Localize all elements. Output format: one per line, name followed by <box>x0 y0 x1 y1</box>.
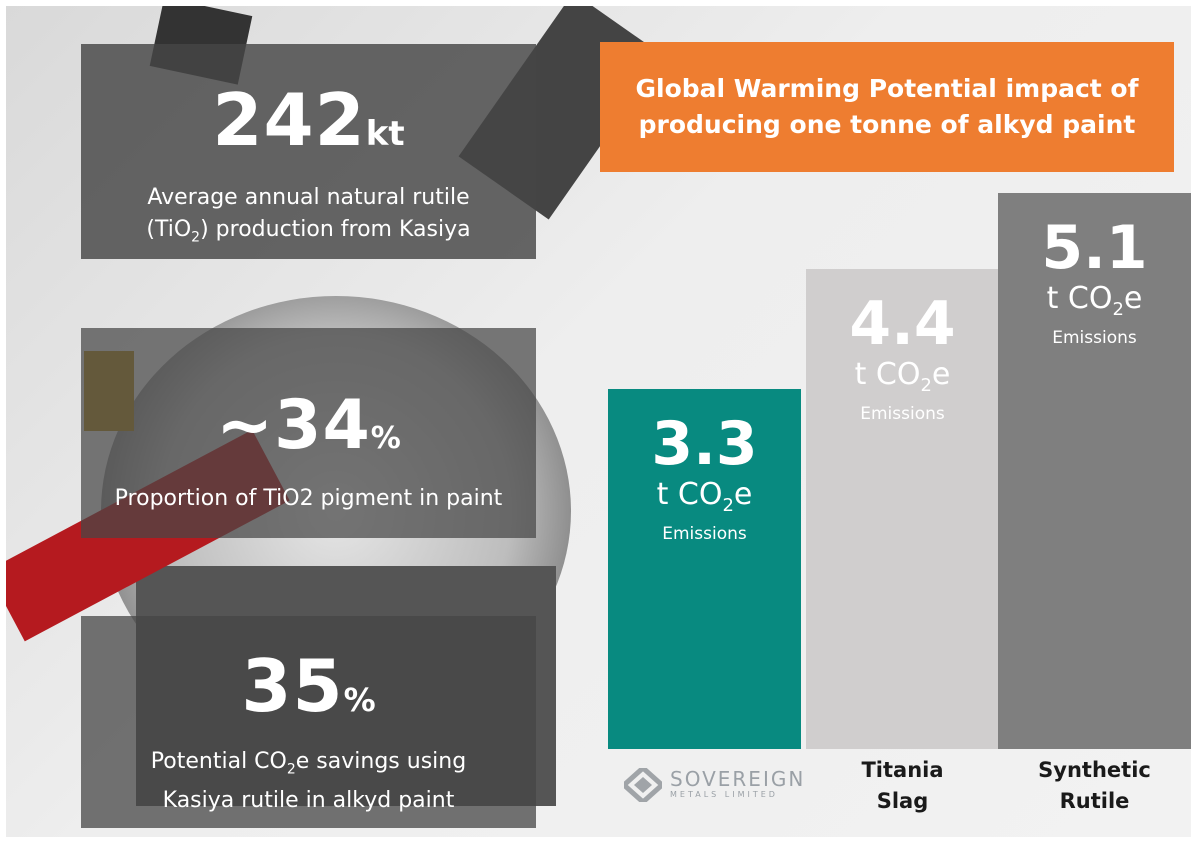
chart-title: Global Warming Potential impact of produ… <box>600 42 1174 172</box>
stat-rutile-unit: kt <box>365 114 405 154</box>
stat-savings-line1: Potential CO2e savings using <box>81 746 536 785</box>
sovereign-logo: SOVEREIGN METALS LIMITED <box>624 768 805 802</box>
stat-rutile-line2-start: (TiO <box>146 217 192 242</box>
stat-savings: 35% Potential CO2e savings using Kasiya … <box>81 646 536 817</box>
bar-label-1: 4.4 t CO2e Emissions <box>806 291 999 424</box>
stat-savings-unit: % <box>343 681 376 719</box>
sovereign-diamond-icon <box>624 768 662 802</box>
stat-rutile-line2-sub: 2 <box>191 229 201 246</box>
bar-emissions-0: Emissions <box>662 524 747 544</box>
stat-rutile: 242kt Average annual natural rutile (TiO… <box>81 78 536 253</box>
bar-label-2: 5.1 t CO2e Emissions <box>998 215 1191 348</box>
bar-0 <box>608 389 801 749</box>
stat-rutile-line2-end: ) production from Kasiya <box>200 217 471 242</box>
stat-savings-line1-start: Potential CO <box>150 749 287 774</box>
stat-box-savings <box>81 616 536 828</box>
stat-savings-line1-sub: 2 <box>286 761 296 778</box>
stat-pigment-value-row: ~34% <box>81 386 536 483</box>
stat-rutile-line2: (TiO2) production from Kasiya <box>81 214 536 253</box>
bar-emissions-1: Emissions <box>860 404 945 424</box>
stat-pigment: ~34% Proportion of TiO2 pigment in paint <box>81 386 536 515</box>
stat-rutile-value: 242 <box>212 78 366 162</box>
stat-pigment-value: ~34 <box>216 386 371 465</box>
bar-2 <box>998 193 1191 749</box>
stat-rutile-value-row: 242kt <box>81 78 536 182</box>
infographic: 242kt Average annual natural rutile (TiO… <box>6 6 1191 837</box>
bar-unit-1: t CO2e <box>854 357 951 396</box>
stat-rutile-description: Average annual natural rutile (TiO2) pro… <box>81 182 536 253</box>
bar-unit-0: t CO2e <box>656 477 753 516</box>
stat-rutile-line1: Average annual natural rutile <box>147 185 470 210</box>
stat-pigment-unit: % <box>370 421 401 456</box>
bar-unit-2: t CO2e <box>1046 281 1143 320</box>
bar-value-0: 3.3 <box>651 409 758 479</box>
logo-name: SOVEREIGN <box>670 767 806 791</box>
logo-sub: METALS LIMITED <box>670 790 778 799</box>
bar-value-1: 4.4 <box>849 289 956 359</box>
stat-savings-value: 35 <box>241 644 344 728</box>
stat-box-pigment <box>81 328 536 538</box>
category-label-2: Synthetic Rutile <box>1038 758 1151 813</box>
bar-label-0: 3.3 t CO2e Emissions <box>608 411 801 544</box>
bar-1 <box>806 269 999 749</box>
category-label-1: Titania Slag <box>861 758 944 813</box>
bar-value-2: 5.1 <box>1041 213 1148 283</box>
stat-pigment-description: Proportion of TiO2 pigment in paint <box>114 486 503 511</box>
stat-savings-line2: Kasiya rutile in alkyd paint <box>162 788 455 814</box>
stat-savings-value-row: 35% <box>81 646 536 746</box>
stat-box-rutile <box>81 44 536 259</box>
stat-savings-description: Potential CO2e savings using Kasiya ruti… <box>81 746 536 817</box>
bar-emissions-2: Emissions <box>1052 328 1137 348</box>
stat-savings-line1-end: e savings using <box>295 749 467 774</box>
logo-text: SOVEREIGN METALS LIMITED <box>670 769 805 801</box>
